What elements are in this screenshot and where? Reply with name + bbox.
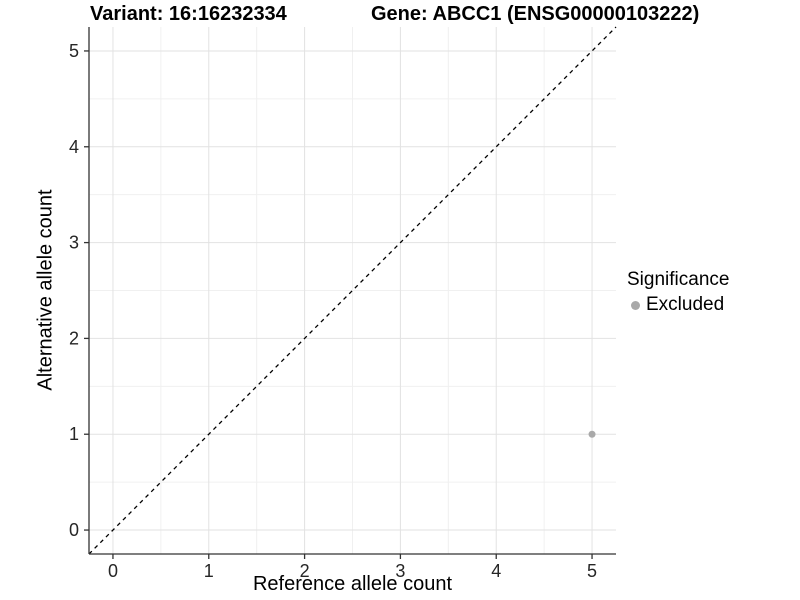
y-tick-label: 4: [69, 137, 79, 157]
y-tick-label: 5: [69, 41, 79, 61]
y-tick-label: 3: [69, 233, 79, 253]
plot-title-variant: Variant: 16:16232334: [90, 3, 287, 25]
y-axis-title: Alternative allele count: [34, 189, 57, 391]
y-tick-label: 2: [69, 328, 79, 348]
legend-item-label: Excluded: [646, 294, 725, 315]
plot-title-gene: Gene: ABCC1 (ENSG00000103222): [371, 3, 700, 25]
data-point: [588, 430, 596, 438]
legend-title: Significance: [627, 269, 730, 290]
x-tick-label: 5: [587, 561, 597, 581]
x-tick-label: 4: [491, 561, 501, 581]
x-tick-label: 1: [204, 561, 214, 581]
x-tick-label: 3: [395, 561, 405, 581]
y-tick-label: 1: [69, 424, 79, 444]
legend: Significance Excluded: [625, 269, 729, 316]
x-axis-title: Reference allele count: [252, 573, 452, 595]
y-tick-label: 0: [69, 520, 79, 540]
x-tick-label: 2: [300, 561, 310, 581]
legend-point-icon: [631, 300, 640, 310]
x-tick-label: 0: [108, 561, 118, 581]
legend-item-excluded: Excluded: [631, 294, 729, 316]
